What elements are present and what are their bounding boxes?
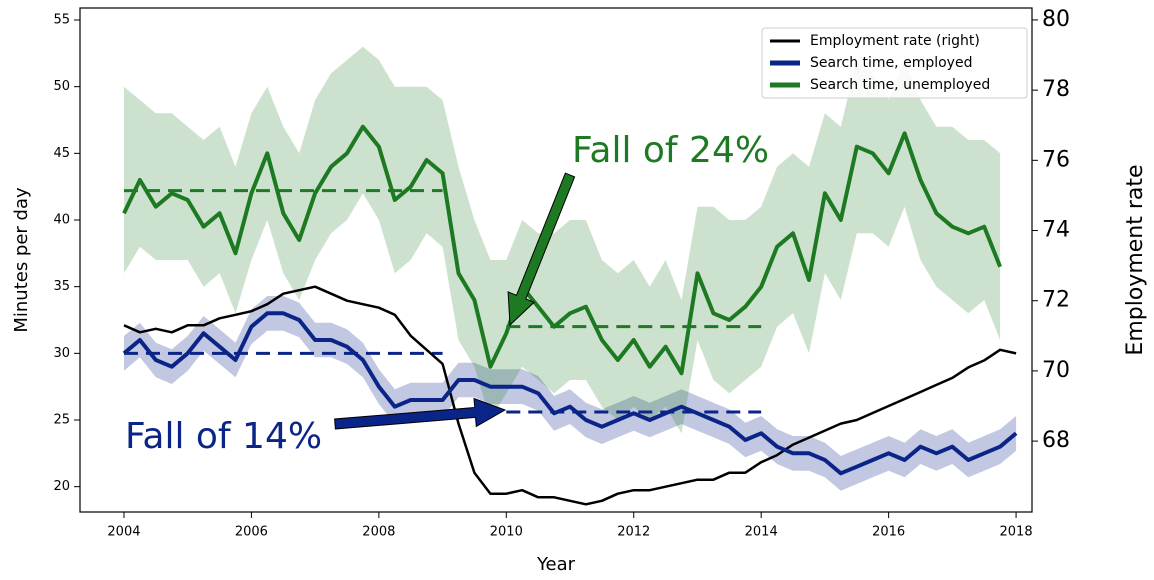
x-tick-label: 2008 (362, 525, 395, 540)
legend-label: Search time, employed (810, 55, 972, 71)
x-tick-label: 2006 (235, 525, 268, 540)
y-tick-label: 35 (53, 279, 70, 294)
plot-frame (79, 7, 1033, 513)
y-tick-label: 25 (53, 413, 70, 428)
y2-tick-label: 68 (1042, 428, 1070, 453)
legend-label: Search time, unemployed (810, 77, 990, 93)
legend-box (761, 27, 1028, 99)
y2-tick-label: 70 (1042, 358, 1070, 383)
y-tick-label: 40 (53, 213, 70, 228)
series-line (122, 124, 1002, 376)
annotation-text: Fall of 24% (572, 130, 769, 171)
annotation-text: Fall of 14% (125, 416, 322, 457)
x-tick-label: 2012 (617, 525, 650, 540)
y2-tick-label: 72 (1042, 288, 1070, 313)
x-tick-label: 2010 (490, 525, 523, 540)
annotation-arrow (507, 172, 576, 327)
confidence-band (124, 46, 1001, 434)
series-line (122, 311, 1018, 476)
y-axis-label: Minutes per day (11, 187, 32, 333)
x-tick-label: 2016 (872, 525, 905, 540)
y2-tick-label: 78 (1042, 77, 1070, 102)
x-tick-label: 2004 (107, 525, 140, 540)
y-tick-label: 30 (53, 346, 70, 361)
x-axis-label: Year (536, 554, 576, 575)
y-tick-label: 45 (53, 146, 70, 161)
y-tick-label: 55 (53, 13, 70, 28)
legend-label: Employment rate (right) (810, 33, 980, 49)
y2-tick-label: 80 (1042, 7, 1070, 32)
x-tick-label: 2018 (1000, 525, 1033, 540)
y2-tick-label: 74 (1042, 218, 1070, 243)
y-tick-label: 50 (53, 79, 70, 94)
y-tick-label: 20 (53, 479, 70, 494)
y2-axis-label: Employment rate (1123, 164, 1148, 355)
y2-tick-label: 76 (1042, 147, 1070, 172)
series-line (123, 285, 1017, 506)
annotation-arrow (334, 397, 507, 430)
x-tick-label: 2014 (745, 525, 778, 540)
